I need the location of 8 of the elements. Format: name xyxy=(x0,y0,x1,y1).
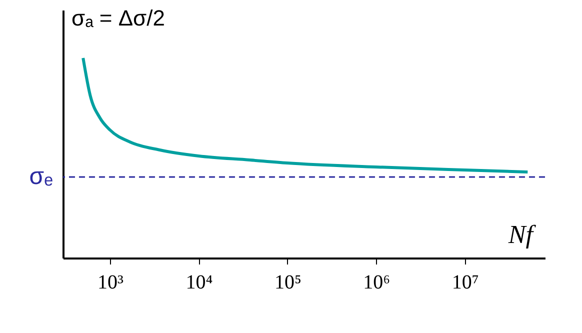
x-axis-title: Nf xyxy=(507,220,537,249)
x-tick-label: 10⁵ xyxy=(274,272,302,294)
x-tick-label: 10³ xyxy=(98,272,124,294)
x-tick-label: 10⁴ xyxy=(186,272,213,294)
y-axis-title: σₐ = Δσ/2 xyxy=(72,6,165,30)
x-tick-label: 10⁶ xyxy=(363,272,390,294)
x-tick-label: 10⁷ xyxy=(452,272,479,294)
ref-line-label: σₑ xyxy=(29,163,54,190)
